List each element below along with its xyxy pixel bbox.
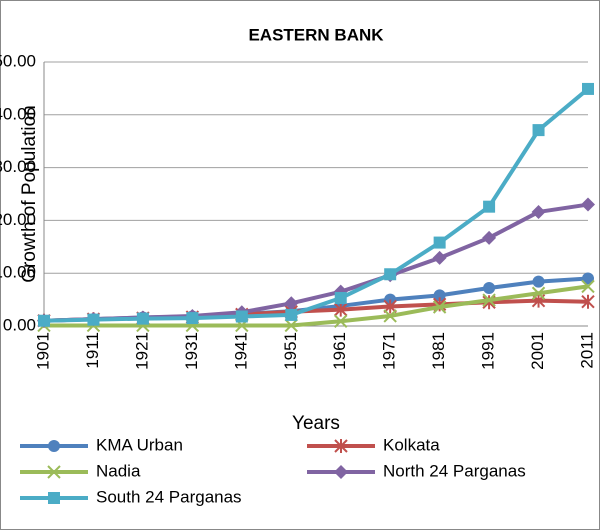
point: [483, 281, 496, 294]
series-line: [44, 284, 589, 328]
x-tick-label: 1991: [479, 332, 498, 370]
point: [87, 313, 100, 326]
point: [235, 310, 248, 323]
point: [531, 204, 546, 219]
legend-marker: [334, 465, 348, 479]
x-tick-label: 1971: [380, 332, 399, 370]
x-tick-label: 2011: [577, 332, 596, 369]
chart-title: EASTERN BANK: [248, 25, 384, 44]
x-tick-label: 2001: [528, 332, 547, 370]
x-tick-label: 1961: [330, 332, 349, 370]
point: [383, 299, 397, 314]
point: [482, 293, 496, 307]
point: [582, 272, 594, 285]
point: [285, 308, 298, 321]
point: [581, 294, 595, 309]
legend-marker: [334, 439, 348, 453]
point: [432, 250, 447, 265]
y-tick-label: 20.00: [0, 210, 36, 229]
x-tick-label: 1911: [83, 332, 102, 369]
x-axis-label: Years: [292, 413, 340, 434]
point: [581, 197, 595, 212]
legend-label: Nadia: [96, 461, 141, 480]
point: [532, 275, 545, 288]
point: [334, 292, 347, 305]
x-tick-label: 1941: [231, 332, 250, 370]
point: [384, 268, 397, 281]
y-tick-label: 0.00: [3, 315, 36, 334]
series-line: [43, 87, 590, 323]
y-tick-label: 30.00: [0, 157, 36, 176]
legend-label: Kolkata: [383, 435, 440, 454]
legend-marker: [48, 440, 60, 452]
point: [483, 200, 496, 213]
x-tick-label: 1981: [429, 332, 448, 370]
legend-label: North 24 Parganas: [383, 461, 526, 480]
point: [383, 309, 397, 323]
point: [532, 124, 545, 137]
point: [432, 300, 447, 314]
point: [334, 302, 348, 317]
y-tick-label: 10.00: [0, 263, 36, 282]
point: [284, 318, 298, 333]
y-tick-label: 50.00: [0, 51, 36, 70]
legend-label: South 24 Parganas: [96, 487, 242, 506]
legend-label: KMA Urban: [96, 435, 183, 454]
y-tick-label: 40.00: [0, 104, 36, 123]
x-tick-label: 1901: [33, 332, 52, 370]
point: [433, 289, 446, 302]
x-tick-label: 1921: [132, 332, 151, 370]
point: [38, 314, 50, 327]
point: [582, 82, 594, 95]
x-tick-label: 1951: [281, 332, 300, 370]
point: [482, 230, 497, 245]
point: [334, 314, 348, 328]
point: [581, 279, 595, 294]
point: [136, 312, 149, 325]
y-axis-label: Growth of Population: [19, 105, 40, 282]
point: [531, 286, 546, 300]
point: [433, 236, 446, 249]
point: [186, 312, 199, 325]
point: [284, 296, 299, 311]
legend-marker: [47, 465, 61, 479]
legend-marker: [48, 492, 60, 504]
x-tick-label: 1931: [182, 332, 201, 370]
